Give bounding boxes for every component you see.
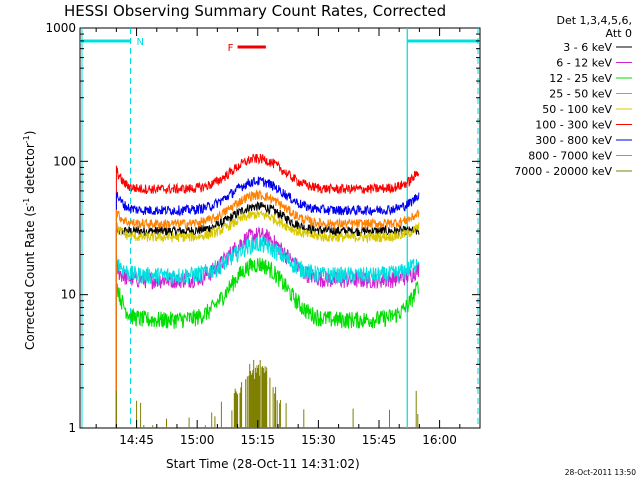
series-line-4 [115,236,420,428]
y-axis-label: Corrected Count Rate (s-1 detector-1) [22,131,37,350]
series-7 [115,176,420,428]
x-tick-label-5: 15:45 [362,433,397,447]
series-line-9 [115,359,419,428]
series-3 [115,257,420,428]
legend-label-4: 25 - 50 keV [549,88,612,101]
x-axis: 14:45 15:00 15:15 15:30 15:45 16:00 [95,28,481,447]
x-tick-label-4: 15:30 [301,433,336,447]
legend-label-2: 6 - 12 keV [556,57,612,70]
y-tick-label-4: 1000 [45,21,76,35]
series-line-2 [115,226,420,428]
y-axis-label-sup1: -1 [22,198,31,206]
legend-label-1: 3 - 6 keV [563,41,612,54]
series-5 [115,209,420,428]
y-axis: 1 10 100 1000 [45,21,480,435]
series-6 [115,153,420,428]
legend-label-7: 300 - 800 keV [535,134,612,147]
legend-label-5: 50 - 100 keV [542,103,612,116]
x-tick-label-1: 14:45 [119,433,154,447]
y-axis-label-mid: detector [23,143,37,198]
series-line-7 [115,176,420,428]
legend-label-3: 12 - 25 keV [549,72,612,85]
x-axis-label: Start Time (28-Oct-11 14:31:02) [166,457,360,471]
x-tick-label-6: 16:00 [422,433,457,447]
series-2 [115,226,420,428]
x-tick-label-2: 15:00 [180,433,215,447]
series-9 [115,359,419,428]
series-group [115,153,420,428]
legend-header-line2: Att 0 [606,27,632,40]
legend-label-6: 100 - 300 keV [535,119,612,132]
y-axis-label-end: ) [23,131,37,136]
legend: Det 1,3,4,5,6, Att 0 3 - 6 keV 6 - 12 keV… [514,14,632,178]
series-4 [115,236,420,428]
y-tick-label-2: 10 [61,288,76,302]
flare-label: F [228,43,234,54]
y-tick-label-1: 1 [68,421,76,435]
y-tick-label-3: 100 [53,154,76,168]
series-line-5 [115,209,420,428]
y-axis-label-main: Corrected Count Rate (s [23,206,37,350]
flare-marker: F [228,43,266,54]
timestamp: 28-Oct-2011 13:50 [565,468,636,477]
y-axis-label-sup2: -1 [22,135,31,143]
series-line-8 [115,189,420,428]
legend-label-9: 7000 - 20000 keV [514,165,612,178]
series-line-6 [115,153,420,428]
series-line-3 [115,257,420,428]
legend-label-8: 800 - 7000 keV [528,150,612,163]
chart-title: HESSI Observing Summary Count Rates, Cor… [64,2,446,20]
x-tick-label-3: 15:15 [240,433,275,447]
legend-header-line1: Det 1,3,4,5,6, [556,14,632,27]
night-label: N [137,37,144,48]
series-8 [115,189,420,428]
